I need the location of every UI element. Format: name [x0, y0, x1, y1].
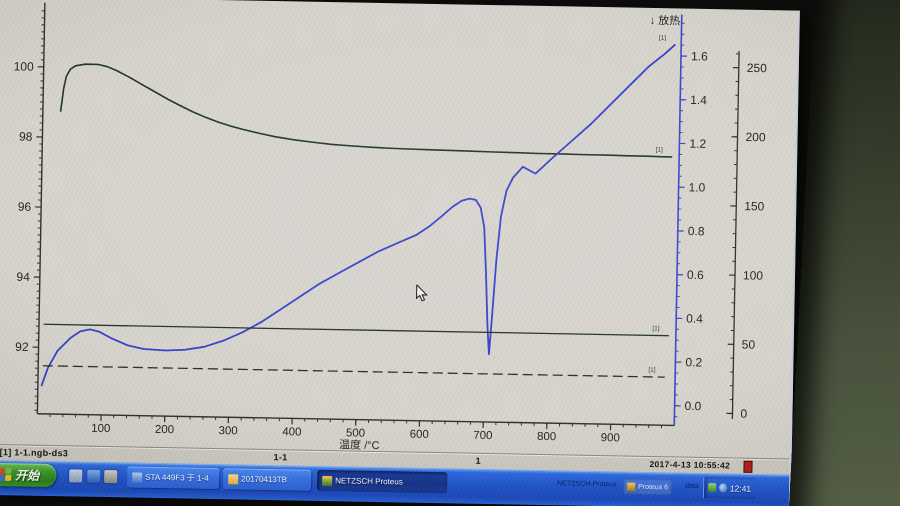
- taskbar-button-sta449f3[interactable]: STA 449F3 于 1-4: [127, 466, 220, 490]
- tray-network-icon[interactable]: [718, 483, 727, 493]
- svg-text:800: 800: [537, 431, 556, 443]
- cursor-arrow-icon: [415, 283, 428, 302]
- svg-text:100: 100: [91, 423, 110, 435]
- analysis-window: 100 200 300 400 500 600 700 800 900 温度 /°C 92 94 96 9…: [0, 0, 796, 459]
- taskbar-button-netzsch-proteus[interactable]: NETZSCH Proteus: [316, 469, 448, 494]
- taskbar-button-label: NETZSCH Proteus: [335, 476, 403, 487]
- svg-text:0.6: 0.6: [687, 268, 704, 282]
- quick-launch-show-desktop-icon[interactable]: [69, 469, 83, 483]
- status-datetime: 2017-4-13 10:55:42: [649, 458, 731, 471]
- svg-text:100: 100: [743, 268, 764, 282]
- svg-text:温度 /°C: 温度 /°C: [339, 437, 380, 452]
- svg-text:50: 50: [742, 337, 756, 351]
- svg-text:0.0: 0.0: [684, 399, 701, 413]
- status-indicator: [743, 460, 753, 473]
- svg-text:[1]: [1]: [659, 35, 667, 42]
- svg-text:1.2: 1.2: [689, 137, 706, 151]
- svg-text:0.4: 0.4: [686, 312, 703, 326]
- status-sample-name: 1-1: [273, 452, 288, 463]
- folder-icon: [228, 473, 239, 484]
- taskbar-button-label: 20170413TB: [241, 474, 288, 485]
- svg-text:600: 600: [410, 429, 429, 441]
- svg-text:1.4: 1.4: [690, 93, 707, 107]
- svg-text:0: 0: [740, 407, 747, 421]
- proteus-app-icon: [322, 475, 333, 486]
- tray-clock[interactable]: 12:41: [729, 482, 752, 494]
- svg-text:150: 150: [744, 199, 765, 213]
- proteus6-icon: [627, 482, 636, 491]
- svg-text:700: 700: [473, 430, 492, 442]
- svg-text:100: 100: [14, 59, 35, 73]
- svg-text:[1]: [1]: [656, 147, 664, 154]
- svg-text:400: 400: [282, 426, 301, 438]
- system-tray: 12:41: [702, 476, 756, 499]
- wall-background: [787, 0, 900, 506]
- svg-text:92: 92: [15, 340, 29, 354]
- mouse-cursor: [415, 283, 429, 303]
- svg-text:96: 96: [18, 200, 32, 214]
- monitor-screen: 100 200 300 400 500 600 700 800 900 温度 /°C 92 94 96 9…: [0, 0, 800, 506]
- status-page-number: 1: [475, 455, 481, 466]
- svg-text:0.2: 0.2: [685, 355, 702, 369]
- svg-text:[1]: [1]: [652, 325, 660, 332]
- taskbar-text-netzsch-proteus: NETZSCH-Proteus: [557, 480, 617, 489]
- start-button[interactable]: 开始: [0, 462, 57, 488]
- svg-text:98: 98: [19, 130, 33, 144]
- sta-app-icon: [132, 472, 143, 483]
- taskbar-button-label: Proteus 6: [638, 483, 669, 491]
- start-button-label: 开始: [15, 468, 40, 483]
- taskbar-button-folder[interactable]: 20170413TB: [223, 468, 312, 491]
- svg-text:94: 94: [16, 270, 30, 284]
- svg-text:1.0: 1.0: [688, 180, 705, 194]
- svg-text:250: 250: [747, 61, 768, 75]
- quick-launch-app-icon[interactable]: [104, 469, 118, 484]
- svg-text:200: 200: [745, 130, 766, 144]
- svg-text:0.8: 0.8: [688, 224, 705, 238]
- svg-text:300: 300: [218, 425, 237, 437]
- taskbar-button-proteus6[interactable]: Proteus 6: [622, 478, 673, 496]
- svg-text:1.6: 1.6: [691, 49, 708, 63]
- svg-text:500: 500: [346, 427, 365, 439]
- svg-text:↓ 放热: ↓ 放热: [650, 13, 681, 28]
- taskbar-button-label: STA 449F3 于 1-4: [145, 472, 209, 483]
- svg-text:[1]: [1]: [648, 367, 656, 374]
- quick-launch-browser-icon[interactable]: [87, 469, 101, 483]
- taskbar-text-data: data: [685, 482, 699, 490]
- tray-status-icon[interactable]: [708, 483, 717, 493]
- windows-flag-icon: [0, 467, 12, 482]
- status-active-file: [1] 1-1.ngb-ds3: [0, 447, 69, 459]
- svg-text:200: 200: [155, 424, 174, 436]
- svg-text:900: 900: [601, 432, 620, 444]
